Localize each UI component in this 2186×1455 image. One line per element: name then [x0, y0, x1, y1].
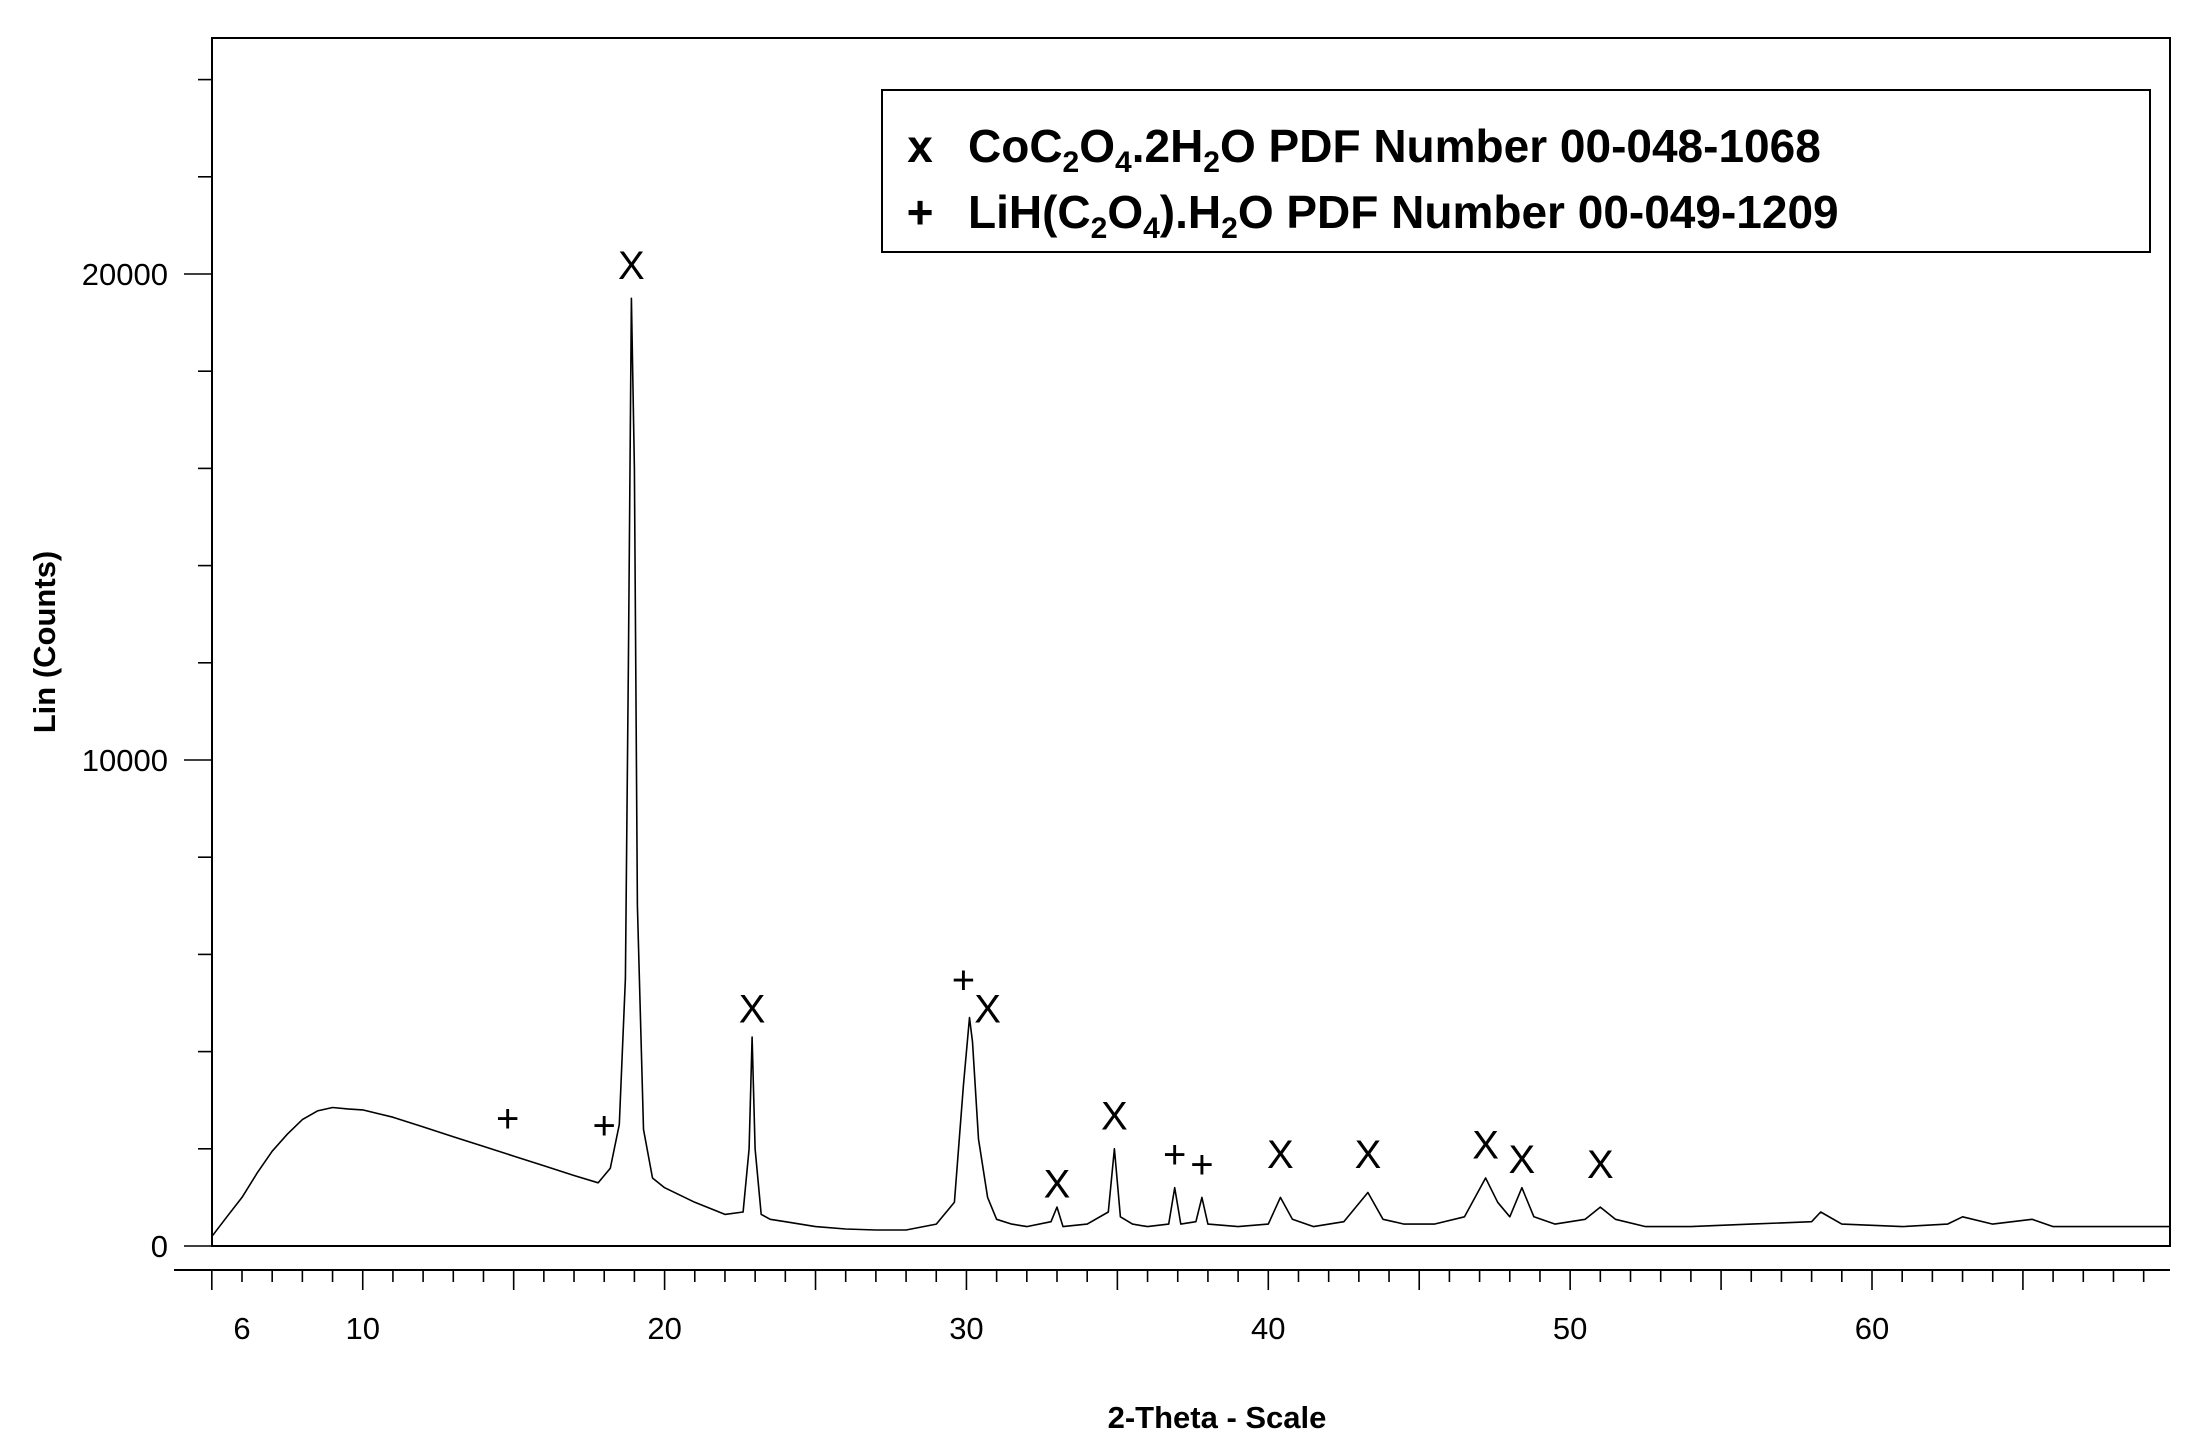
- x-tick-label: 6: [233, 1311, 250, 1346]
- cobalt-oxalate-peak-marker: X: [1587, 1143, 1614, 1187]
- y-axis-label: Lin (Counts): [27, 551, 62, 734]
- lithium-oxalate-peak-marker: +: [593, 1104, 616, 1148]
- x-tick-label: 60: [1855, 1311, 1889, 1346]
- lithium-oxalate-peak-marker: +: [952, 958, 975, 1002]
- x-tick-label: 50: [1553, 1311, 1587, 1346]
- legend-label-lithium-oxalate: LiH(C2O4).H2O PDF Number 00-049-1209: [968, 186, 1839, 245]
- cobalt-oxalate-peak-marker: X: [974, 987, 1001, 1031]
- x-axis: 6 10 20 30 40 50 60: [174, 1269, 2170, 1346]
- legend-box: [881, 89, 2151, 253]
- y-tick-label: 0: [151, 1229, 168, 1264]
- cobalt-oxalate-peak-marker: X: [1267, 1133, 1294, 1177]
- cobalt-oxalate-peak-marker: X: [618, 244, 645, 288]
- legend-symbol: x: [907, 120, 933, 172]
- x-tick-label: 10: [345, 1311, 379, 1346]
- x-tick-label: 20: [647, 1311, 681, 1346]
- x-tick-label: 40: [1251, 1311, 1285, 1346]
- y-tick-label: 20000: [82, 257, 168, 292]
- cobalt-oxalate-peak-marker: X: [739, 987, 766, 1031]
- cobalt-oxalate-peak-marker: X: [1509, 1138, 1536, 1182]
- peak-markers: + +XX+XXX+ + X X X X X: [496, 244, 1614, 1207]
- plot-frame: [211, 37, 2171, 1247]
- legend: x CoC2O4.2H2O PDF Number 00-048-1068 + LiH(…: [881, 89, 2151, 253]
- legend-label-cobalt-oxalate: CoC2O4.2H2O PDF Number 00-048-1068: [968, 120, 1821, 179]
- lithium-oxalate-peak-marker: +: [496, 1097, 519, 1141]
- legend-symbol: +: [907, 186, 934, 238]
- x-tick-label: 30: [949, 1311, 983, 1346]
- y-axis: 0 10000 20000: [82, 78, 212, 1264]
- cobalt-oxalate-peak-marker: X: [1472, 1124, 1499, 1168]
- cobalt-oxalate-peak-marker: X: [1044, 1162, 1071, 1206]
- y-tick-label: 10000: [82, 743, 168, 778]
- diffraction-pattern-line: [211, 297, 2170, 1237]
- cobalt-oxalate-peak-marker: X: [1355, 1133, 1382, 1177]
- lithium-oxalate-peak-marker: +: [1190, 1143, 1213, 1187]
- lithium-oxalate-peak-marker: +: [1163, 1133, 1186, 1177]
- cobalt-oxalate-peak-marker: X: [1101, 1094, 1128, 1138]
- x-axis-label: 2-Theta - Scale: [1108, 1400, 1327, 1435]
